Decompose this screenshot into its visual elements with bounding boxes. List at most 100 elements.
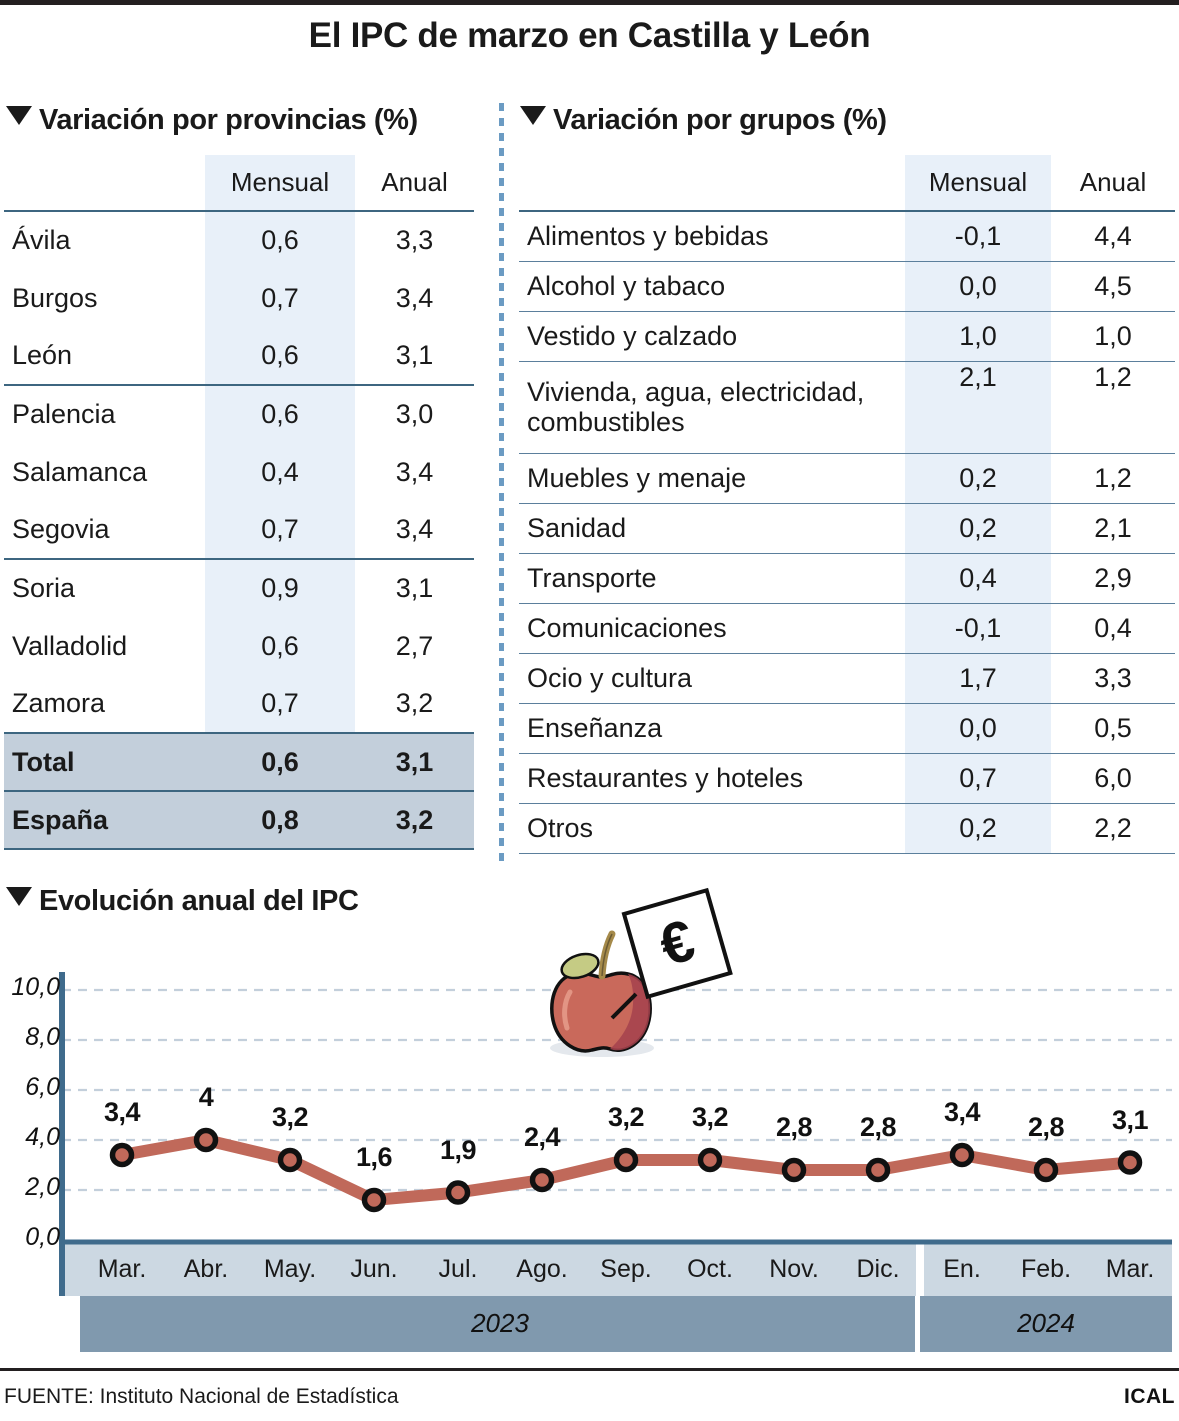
table-row: Enseñanza 0,0 0,5 [519,703,1175,754]
cell-mensual: 0,6 [205,733,355,792]
data-point-label: 1,6 [355,1142,393,1172]
cell-anual: 3,1 [355,733,474,792]
cell-mensual: 0,7 [205,269,355,327]
x-axis-month-label: En. [943,1255,981,1283]
x-axis-year-label: 2023 [471,1308,529,1338]
cell-mensual: 0,2 [905,803,1051,854]
provinces-table-element: Mensual Anual Ávila 0,6 3,3 Burgos 0,7 3,4 Leó… [4,155,474,850]
table-row: Ocio y cultura 1,7 3,3 [519,653,1175,704]
provinces-section-heading: Variación por provincias (%) [6,104,418,137]
data-point-label: 1,9 [439,1134,477,1165]
cell-anual: 3,4 [395,456,434,487]
cell-mensual: 0,7 [905,753,1051,804]
footer-rule [0,1368,1179,1371]
footer-source: FUENTE: Instituto Nacional de Estadístic… [4,1385,399,1408]
cell-mensual: 0,7 [205,675,355,734]
cell-anual: 0,4 [1051,603,1175,654]
vertical-dotted-divider [499,103,504,863]
table-row: Burgos 0,7 3,4 [4,269,474,327]
row-label: Salamanca [12,456,148,487]
groups-heading-label: Variación por grupos (%) [553,104,887,136]
provinces-heading-label: Variación por provincias (%) [39,104,418,136]
cell-mensual: 0,0 [905,703,1051,754]
groups-table: Mensual Anual Alimentos y bebidas -0,1 4,4… [519,155,1175,854]
cell-anual: 2,9 [1051,553,1175,604]
x-axis-month-label: Jun. [350,1255,398,1283]
x-axis-month-label: Mar. [1105,1255,1155,1283]
cell-mensual: 1,7 [905,653,1051,704]
table-header-row: Mensual Anual [519,155,1175,212]
y-axis-tick-label: 0,0 [25,1223,60,1251]
cell-anual: 3,1 [355,327,474,386]
table-row: Palencia 0,6 3,0 [4,385,474,443]
chart-canvas: € [59,887,1172,1352]
table-row: Soria 0,9 3,1 [4,559,474,617]
row-label: Valladolid [12,630,128,661]
table-row: Segovia 0,7 3,4 [4,501,474,560]
triangle-down-icon [6,106,32,126]
y-axis-tick-label: 6,0 [25,1073,60,1101]
cell-mensual: 0,6 [205,211,355,269]
cell-anual: 1,2 [1051,361,1175,454]
table-row: Salamanca 0,4 3,4 [4,443,474,501]
groups-table-element: Mensual Anual Alimentos y bebidas -0,1 4,4… [519,155,1175,854]
table-row: Alcohol y tabaco 0,0 4,5 [519,261,1175,312]
row-label: Vivienda, agua, electricidad, combustibl… [519,361,905,454]
table-row: Total 0,6 3,1 [4,733,474,792]
provinces-table: Mensual Anual Ávila 0,6 3,3 Burgos 0,7 3,4 Leó… [4,155,474,850]
cell-anual: 2,7 [395,630,434,661]
table-row: Vivienda, agua, electricidad, combustibl… [519,361,1175,454]
table-row: León 0,6 3,1 [4,327,474,386]
data-point-label: 3,2 [607,1102,645,1132]
x-axis-month-label: Sep. [600,1255,652,1283]
table-row: Vestido y calzado 1,0 1,0 [519,311,1175,362]
table-row: Otros 0,2 2,2 [519,803,1175,854]
col-header-blank [519,155,905,212]
cell-mensual: 2,1 [905,361,1051,454]
data-point-label: 3,2 [691,1102,729,1132]
row-label: Alcohol y tabaco [519,261,905,312]
row-label: Soria [12,573,76,604]
cell-mensual: 1,0 [905,311,1051,362]
x-axis-year-label: 2024 [1017,1308,1075,1338]
row-label: Enseñanza [519,703,905,754]
cell-mensual: -0,1 [905,211,1051,262]
table-row: Zamora 0,7 3,2 [4,675,474,734]
cell-mensual: 0,2 [905,503,1051,554]
cell-anual: 1,0 [1051,311,1175,362]
table-row: Valladolid 0,6 2,7 [4,617,474,675]
table-row: Transporte 0,4 2,9 [519,553,1175,604]
table-row: Restaurantes y hoteles 0,7 6,0 [519,753,1175,804]
table-header-row: Mensual Anual [4,155,474,212]
cell-anual: 3,3 [1051,653,1175,704]
row-label: Ocio y cultura [519,653,905,704]
row-label: Ávila [12,225,71,256]
col-header-mensual: Mensual [205,155,355,212]
row-label: Palencia [12,399,116,430]
groups-section-heading: Variación por grupos (%) [520,104,887,137]
cell-mensual: 0,8 [205,791,355,850]
data-point-label: 3,4 [103,1097,141,1127]
row-label: Segovia [4,501,205,560]
triangle-down-icon [6,887,32,907]
table-row: Sanidad 0,2 2,1 [519,503,1175,554]
x-axis-month-label: Nov. [769,1255,819,1283]
row-label: Vestido y calzado [519,311,905,362]
cell-mensual: -0,1 [905,603,1051,654]
data-point-label: 2,8 [775,1112,813,1142]
table-row: Muebles y menaje 0,2 1,2 [519,453,1175,504]
row-label: Transporte [519,553,905,604]
table-row: Alimentos y bebidas -0,1 4,4 [519,211,1175,262]
data-point-label: 2,8 [859,1112,897,1142]
cell-anual: 6,0 [1051,753,1175,804]
row-label: Comunicaciones [519,603,905,654]
cell-anual: 4,5 [1051,261,1175,312]
chart-heading-label: Evolución anual del IPC [39,885,359,917]
col-header-anual: Anual [1051,155,1175,212]
data-point-label: 3,2 [271,1102,309,1132]
data-point-label: 3,1 [1111,1104,1149,1135]
cell-anual: 1,2 [1051,453,1175,504]
cell-mensual: 0,7 [205,501,355,560]
cell-mensual: 0,6 [205,327,355,386]
y-axis-tick-label: 10,0 [11,973,60,1001]
